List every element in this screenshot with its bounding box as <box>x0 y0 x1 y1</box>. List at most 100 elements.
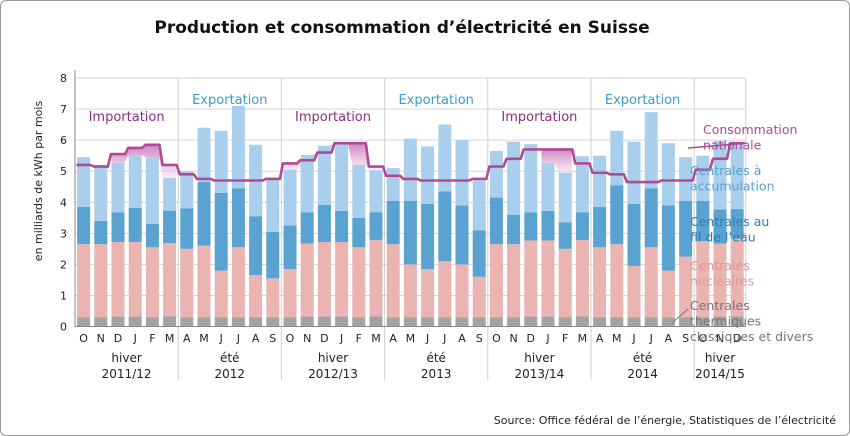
bar-segment <box>730 316 744 327</box>
legend-item: Centrales nucléaires <box>690 258 754 289</box>
bar-segment <box>713 243 727 317</box>
x-tick-label: F <box>356 332 362 345</box>
bar-segment <box>610 317 624 327</box>
bar-segment <box>679 317 693 327</box>
bar-segment <box>283 225 297 270</box>
bar-segment <box>197 317 211 327</box>
y-tick-label: 6 <box>60 134 67 147</box>
bar-segment <box>455 264 469 318</box>
period-year-label: 2011/12 <box>102 367 152 381</box>
bar-segment <box>507 317 521 327</box>
bar-segment <box>283 317 297 327</box>
bar-segment <box>661 143 675 206</box>
x-tick-label: M <box>612 332 622 345</box>
bar-segment <box>386 168 400 201</box>
x-tick-label: D <box>114 332 122 345</box>
bar-segment <box>180 248 194 318</box>
x-tick-label: M <box>578 332 588 345</box>
bar-segment <box>661 317 675 327</box>
period-year-label: 2014 <box>627 367 658 381</box>
bar-segment <box>593 155 607 207</box>
bar-segment <box>283 269 297 318</box>
bar-segment <box>696 317 710 327</box>
bar-segment <box>249 216 263 276</box>
x-tick-label: J <box>545 332 549 345</box>
x-tick-label: N <box>716 332 724 345</box>
bar-segment <box>524 212 538 241</box>
bar-segment <box>197 245 211 318</box>
bar-segment <box>489 150 503 198</box>
bar-segment <box>713 316 727 327</box>
bar-segment <box>231 317 245 327</box>
bar-segment <box>627 317 641 327</box>
y-tick-label: 1 <box>60 289 67 302</box>
bar-segment <box>180 208 194 249</box>
bar-segment <box>421 317 435 327</box>
import-area <box>283 143 383 171</box>
legend: Consommation nationale Centrales à accumula… <box>671 122 813 344</box>
bar-segment <box>283 169 297 226</box>
x-tick-label: J <box>339 332 343 345</box>
x-tick-label: J <box>236 332 240 345</box>
x-tick-label: O <box>79 332 88 345</box>
y-axis: 0 1 2 3 4 5 6 7 8 <box>60 70 76 334</box>
x-tick-label: J <box>219 332 223 345</box>
bar-segment <box>679 256 693 318</box>
bar-segment <box>421 203 435 270</box>
bar-segment <box>661 205 675 271</box>
bar-segment <box>111 162 125 213</box>
bar-segment <box>558 222 572 249</box>
bar-segment <box>128 155 142 208</box>
bar-segment <box>77 157 91 207</box>
bar-segment <box>472 230 486 277</box>
source-note: Source: Office fédéral de l’énergie, Sta… <box>494 414 836 427</box>
x-tick-label: A <box>458 332 466 345</box>
bar-segment <box>231 247 245 318</box>
bar-segment <box>507 244 521 318</box>
y-tick-label: 3 <box>60 227 67 240</box>
x-tick-label: M <box>371 332 381 345</box>
x-tick-label: N <box>509 332 517 345</box>
bar-segment <box>266 177 280 232</box>
bar-segment <box>610 244 624 318</box>
period-labels: hiver 2011/12 été 2012 hiver 2012/13 été 2013 hi… <box>102 351 745 381</box>
x-tick-label: O <box>698 332 707 345</box>
bar-segment <box>644 317 658 327</box>
bar-segment <box>696 155 710 201</box>
bar-segment <box>352 217 366 248</box>
bar-segment <box>575 156 589 213</box>
period-year-label: 2013/14 <box>514 367 564 381</box>
bar-segment <box>180 171 194 209</box>
bar-segment <box>627 203 641 266</box>
period-season-label: été <box>633 351 652 365</box>
bar-segment <box>317 242 331 317</box>
bar-segment <box>455 205 469 265</box>
bar-segment <box>163 316 177 327</box>
period-season-label: hiver <box>318 351 348 365</box>
bar-segment <box>145 157 159 224</box>
period-season-label: été <box>220 351 239 365</box>
bar-segment <box>317 145 331 205</box>
period-season-label: hiver <box>524 351 554 365</box>
bar-segment <box>421 146 435 204</box>
bar-segment <box>593 247 607 318</box>
period-season-label: hiver <box>705 351 735 365</box>
bar-segment <box>455 317 469 327</box>
bar-segment <box>145 317 159 327</box>
bar-segment <box>94 317 108 327</box>
x-tick-label: J <box>442 332 446 345</box>
bar-segment <box>77 206 91 245</box>
bar-segment <box>111 212 125 243</box>
y-tick-label: 7 <box>60 103 67 116</box>
bar-segment <box>180 317 194 327</box>
bar-segment <box>524 240 538 317</box>
consumption-leader-line <box>687 142 746 149</box>
bar-segment <box>266 231 280 279</box>
bar-segment <box>679 200 693 257</box>
bar-segment <box>94 164 108 221</box>
bar-segment <box>214 192 228 271</box>
bar-segment <box>352 247 366 318</box>
bar-segment <box>128 207 142 243</box>
bar-segment <box>472 180 486 231</box>
bar-segment <box>317 204 331 243</box>
